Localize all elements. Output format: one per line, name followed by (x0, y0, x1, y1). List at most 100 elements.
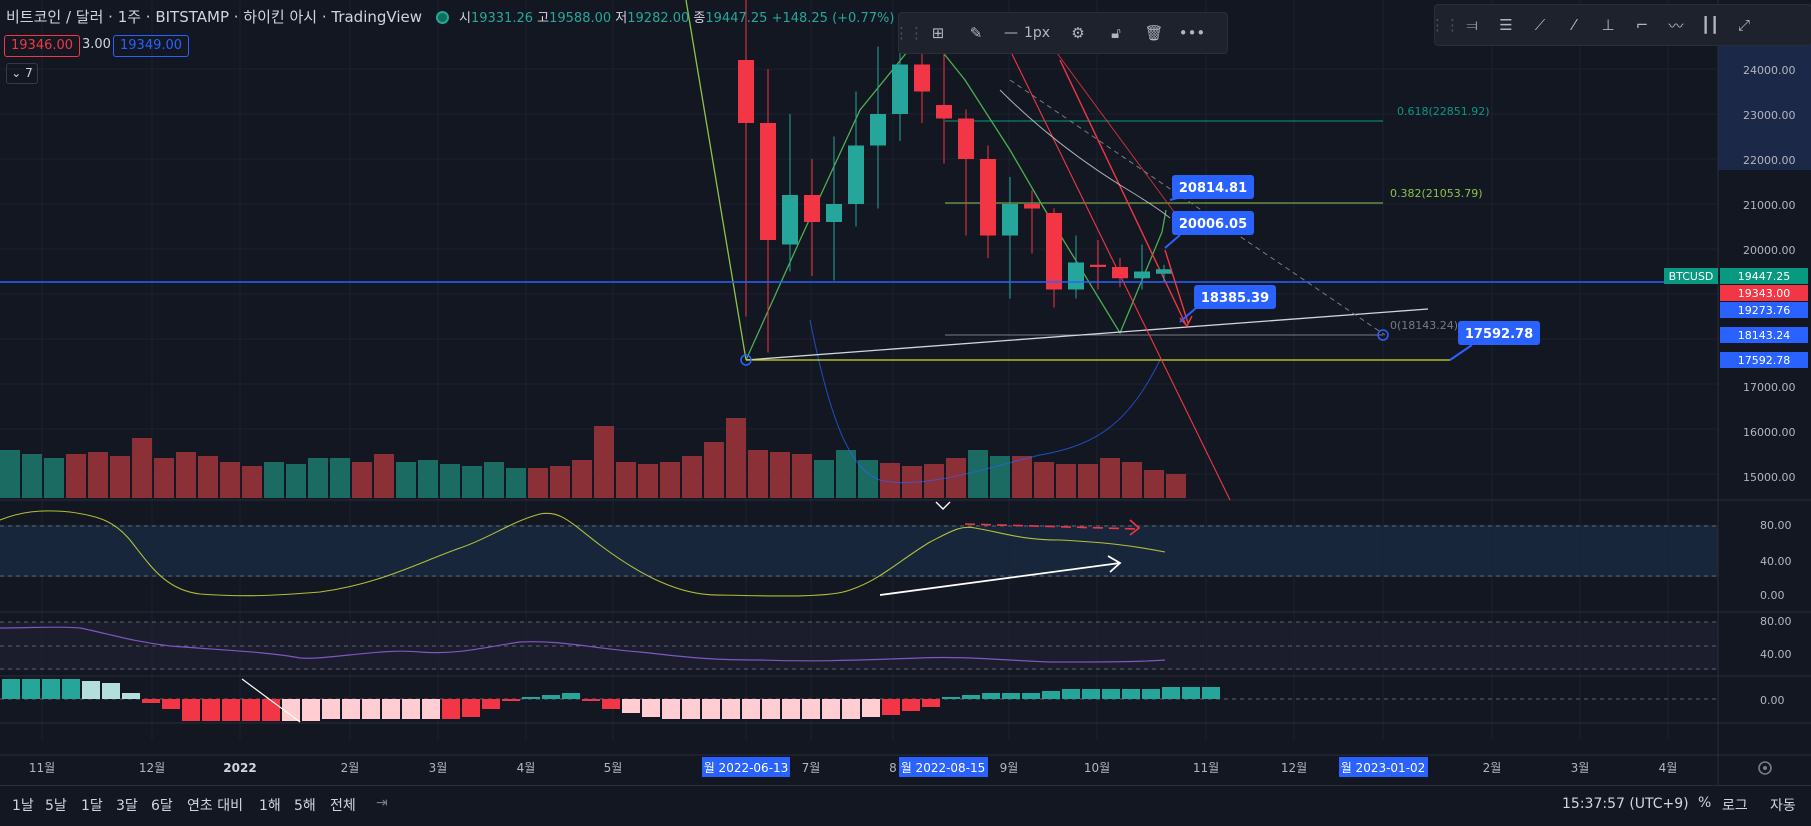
candle-body (870, 114, 886, 146)
histogram-bar (502, 699, 520, 701)
svg-text:20000.00: 20000.00 (1743, 244, 1796, 257)
price-axis[interactable]: 24000.00 23000.00 22000.00 21000.00 2000… (1743, 64, 1796, 484)
anchor-point-right[interactable] (1377, 329, 1389, 341)
volume-bar (946, 458, 966, 498)
grid-lines (0, 0, 1718, 740)
svg-text:23000.00: 23000.00 (1743, 109, 1796, 122)
symbol-legend[interactable]: 비트코인 / 달러 · 1주 · BITSTAMP · 하이킨 아시 · Tra… (6, 6, 894, 27)
pitchfork-icon[interactable]: ⫤ (1466, 16, 1478, 34)
volume-bar (198, 456, 218, 498)
callout-20814[interactable]: 20814.81 (1169, 175, 1254, 201)
line-width-button[interactable]: — 1px (1003, 25, 1051, 41)
calendar-goto-icon[interactable]: ⇥ (376, 795, 388, 811)
callout-20006[interactable]: 20006.05 (1164, 211, 1254, 249)
drag-handle-icon[interactable]: ⋮⋮ (894, 24, 924, 42)
candle-body (1024, 204, 1040, 209)
range-1m[interactable]: 1달 (81, 798, 103, 814)
histogram-bar (102, 683, 120, 699)
stoch-axis-80: 80.00 (1760, 519, 1792, 532)
volume-bar (110, 456, 130, 498)
range-6m[interactable]: 6달 (151, 798, 173, 814)
range-1y[interactable]: 1해 (259, 798, 281, 814)
measure-icon[interactable]: ⤢ (1737, 16, 1750, 34)
percent-toggle[interactable]: % (1698, 795, 1712, 811)
volume-bars (0, 418, 1186, 498)
moving-average (999, 89, 1171, 219)
svg-text:11월: 11월 (29, 761, 55, 775)
time-axis[interactable]: 11월 12월 2022 2월 3월 4월 5월 월 2022-06-13 7월… (29, 757, 1678, 777)
histogram-bar (162, 699, 180, 709)
last-price-label: 19447.25 (1738, 270, 1791, 283)
range-5y[interactable]: 5해 (294, 798, 316, 814)
templates-icon[interactable]: ⊞ (931, 24, 945, 42)
candle-body (1068, 262, 1084, 290)
range-ytd[interactable]: 연초 대비 (187, 798, 243, 814)
histogram-bar (922, 699, 940, 707)
histogram-bar (582, 699, 600, 701)
volume-bar (770, 452, 790, 498)
bottom-toolbar: 1날 5날 1달 3달 6달 연초 대비 1해 5해 전체 ⇥ 15:37:57… (0, 785, 1811, 826)
callout-18385[interactable]: 18385.39 (1179, 285, 1276, 323)
sell-price-button[interactable]: 19346.00 (4, 35, 81, 57)
volume-bar (132, 438, 152, 498)
trend-line-icon[interactable]: ⟋ (1534, 16, 1546, 34)
volume-bar (396, 462, 416, 498)
more-icon[interactable]: ••• (1178, 24, 1206, 42)
histogram-bar (842, 699, 860, 719)
settings-gear-icon[interactable]: ⚙ (1071, 24, 1085, 42)
pencil-color-icon[interactable]: ✎ (969, 24, 983, 42)
buy-price-button[interactable]: 19349.00 (113, 35, 190, 57)
volume-bar (748, 450, 768, 498)
candles (738, 0, 1172, 353)
histogram-bar (302, 699, 320, 721)
histogram-bar (202, 699, 220, 721)
histogram-bar (182, 699, 200, 721)
callout-17592[interactable]: 17592.78 (1449, 321, 1540, 361)
ray-icon[interactable]: ⁄ (1572, 16, 1576, 34)
anchor-point-low[interactable] (740, 354, 752, 366)
volume-bar (836, 450, 856, 498)
svg-text:15000.00: 15000.00 (1743, 471, 1796, 484)
volume-bar (484, 462, 504, 498)
volume-bar (0, 450, 20, 498)
down-marker-icon (935, 501, 951, 510)
range-3m[interactable]: 3달 (116, 798, 138, 814)
svg-text:22000.00: 22000.00 (1743, 154, 1796, 167)
range-5d[interactable]: 5날 (45, 798, 67, 814)
lock-icon[interactable]: 🔓︎ (1111, 24, 1121, 42)
drag-handle-icon[interactable]: ⋮⋮ (1430, 16, 1460, 34)
histogram-bar (422, 699, 440, 719)
symbol-tag (1664, 268, 1718, 284)
range-all[interactable]: 전체 (330, 798, 356, 814)
divergence-arrow-white (879, 562, 1121, 596)
log-toggle[interactable]: 로그 (1722, 798, 1748, 814)
trash-icon[interactable]: 🗑︎ (1144, 24, 1164, 42)
divergence-arrow-red (964, 523, 1139, 530)
range-1d[interactable]: 1날 (12, 798, 34, 814)
volume-bar (308, 458, 328, 498)
histogram-bar (702, 699, 720, 719)
volume-bar (1012, 456, 1032, 498)
indicators-collapse-button[interactable]: ⌄ 7 (6, 63, 38, 84)
volume-bar (990, 456, 1010, 498)
bars-pattern-icon[interactable]: ┃┃ (1700, 16, 1720, 34)
fib-retracement-icon[interactable]: ☰ (1499, 16, 1513, 34)
hist-axis-0: 0.00 (1760, 694, 1785, 707)
price-range-icon[interactable]: ⊥ (1601, 16, 1615, 34)
callout-icon[interactable]: ⌐ (1635, 16, 1649, 34)
path-icon[interactable]: 〰 (1668, 16, 1684, 35)
volume-bar (88, 452, 108, 498)
settings-gear-icon[interactable] (1758, 761, 1772, 775)
volume-bar (1144, 470, 1164, 498)
candle-body (1156, 269, 1172, 274)
stoch-axis-0: 0.00 (1760, 589, 1785, 602)
svg-text:4월: 4월 (517, 761, 536, 775)
clock[interactable]: 15:37:57 (UTC+9) (1562, 796, 1689, 812)
candle-body (1090, 264, 1106, 267)
volume-bar (286, 464, 306, 498)
svg-text:2022: 2022 (223, 761, 256, 775)
svg-text:2월: 2월 (1483, 761, 1502, 775)
auto-toggle[interactable]: 자동 (1770, 798, 1796, 814)
support-trendline (745, 308, 1429, 361)
